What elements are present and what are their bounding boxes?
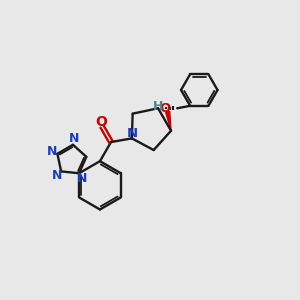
Polygon shape [166,112,171,131]
Text: N: N [47,145,57,158]
Text: N: N [127,128,138,140]
Text: N: N [68,132,79,146]
Text: N: N [52,169,62,182]
Text: O: O [96,115,107,129]
Text: N: N [77,172,87,185]
Text: H: H [153,100,164,112]
Text: O: O [160,102,171,115]
